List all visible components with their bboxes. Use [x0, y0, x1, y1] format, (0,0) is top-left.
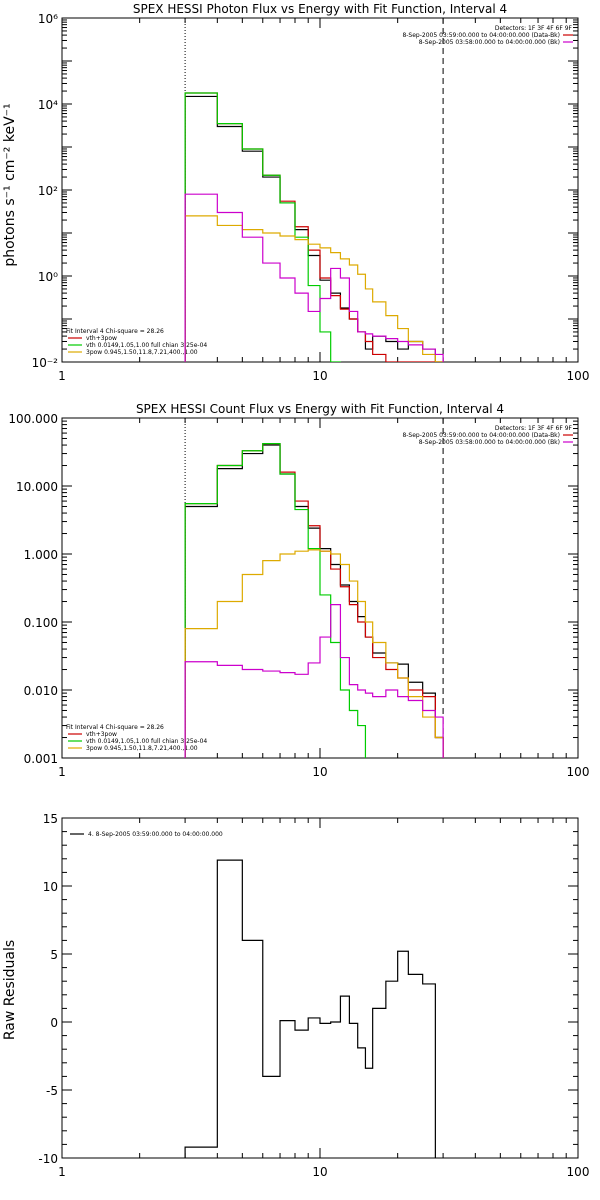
count-flux-legend-vth3pow: vth+3pow: [86, 731, 117, 738]
photon-flux-legend-data-bk: 8-Sep-2005 03:59:00.000 to 04:00:00.000 …: [402, 32, 560, 39]
count-flux-series-data-bk: [184, 444, 444, 758]
photon-flux-series-bk: [184, 193, 444, 362]
residuals-xtick-label: 1: [58, 1165, 66, 1179]
photon-flux-xtick-label: 1: [58, 369, 66, 383]
count-flux-title: SPEX HESSI Count Flux vs Energy with Fit…: [136, 402, 504, 416]
residuals-ytick-label: 0: [50, 1016, 58, 1030]
residuals-ytick-label: -5: [46, 1084, 58, 1098]
count-flux-ytick-label: 0.001: [24, 752, 58, 766]
residuals-ytick-label: 10: [43, 880, 58, 894]
photon-flux-legend-vth3pow: vth+3pow: [86, 335, 117, 342]
residuals-xtick-label: 10: [312, 1165, 327, 1179]
photon-flux-ytick-label: 10²: [38, 184, 58, 198]
residuals-ylabel: Raw Residuals: [2, 940, 18, 1040]
residuals-ytick-label: 15: [43, 812, 58, 826]
photon-flux-ytick-label: 10⁻²: [32, 356, 59, 370]
count-flux-ytick-label: 1.000: [24, 548, 58, 562]
residuals-series-residuals: [184, 859, 436, 1158]
count-flux-xtick-label: 1: [58, 765, 66, 779]
photon-flux-xtick-label: 100: [567, 369, 590, 383]
residuals-legend-interval: 4. 8-Sep-2005 03:59:00.000 to 04:00:00.0…: [88, 831, 223, 838]
count-flux-panel: SPEX HESSI Count Flux vs Energy with Fit…: [8, 402, 589, 779]
count-flux-xtick-label: 100: [567, 765, 590, 779]
count-flux-ytick-label: 100.000: [8, 412, 58, 426]
count-flux-ytick-label: 0.100: [24, 616, 58, 630]
count-flux-legend-fit: Fit Interval 4 Chi-square = 28.26: [66, 724, 164, 731]
photon-flux-series-3pow: [184, 215, 444, 362]
photon-flux-legend-detectors: Detectors: 1F 3F 4F 6F 9F: [495, 25, 573, 32]
photon-flux-legend-3pow: 3pow 0.945,1.50,11.8,7.21,400.,1.00: [86, 349, 198, 356]
count-flux-ytick-label: 0.010: [24, 684, 58, 698]
residuals-ytick-label: 5: [50, 948, 58, 962]
photon-flux-ytick-label: 10⁴: [38, 98, 58, 112]
residuals-plot-frame: [61, 817, 579, 1159]
photon-flux-ytick-label: 10⁶: [38, 12, 58, 26]
count-flux-legend-detectors: Detectors: 1F 3F 4F 6F 9F: [495, 425, 573, 432]
photon-flux-panel: SPEX HESSI Photon Flux vs Energy with Fi…: [2, 2, 589, 383]
photon-flux-series-data-bk: [184, 95, 444, 362]
count-flux-xtick-label: 10: [312, 765, 327, 779]
count-flux-legend-data-bk: 8-Sep-2005 03:59:00.000 to 04:00:00.000 …: [402, 432, 560, 439]
photon-flux-legend-vth: vth 0.0149,1.05,1.00 full chian 3.25e-04: [86, 342, 207, 349]
count-flux-ytick-label: 10.000: [16, 480, 58, 494]
photon-flux-ytick-label: 10⁰: [38, 270, 58, 284]
photon-flux-legend-fit: Fit Interval 4 Chi-square = 28.26: [66, 328, 164, 335]
photon-flux-xtick-label: 10: [312, 369, 327, 383]
count-flux-series-3pow: [184, 549, 444, 758]
count-flux-legend-3pow: 3pow 0.945,1.50,11.8,7.21,400.,1.00: [86, 745, 198, 752]
count-flux-legend-bk: 8-Sep-2005 03:58:00.000 to 04:00:00.000 …: [419, 439, 560, 446]
count-flux-legend-vth: vth 0.0149,1.05,1.00 full chian 3.25e-04: [86, 738, 207, 745]
photon-flux-series-vth-3pow: [184, 92, 444, 362]
photon-flux-ylabel: photons s⁻¹ cm⁻² keV⁻¹: [2, 103, 18, 266]
count-flux-series-bk: [184, 604, 444, 758]
photon-flux-legend-bk: 8-Sep-2005 03:58:00.000 to 04:00:00.000 …: [419, 39, 560, 46]
residuals-ytick-label: -10: [38, 1152, 58, 1166]
photon-flux-title: SPEX HESSI Photon Flux vs Energy with Fi…: [133, 2, 507, 16]
count-flux-series-vth: [184, 443, 367, 758]
residuals-panel: Raw Residuals 4. 8-Sep-2005 03:59:00.000…: [2, 812, 589, 1179]
residuals-xtick-label: 100: [567, 1165, 590, 1179]
photon-flux-series-vth: [184, 92, 342, 362]
